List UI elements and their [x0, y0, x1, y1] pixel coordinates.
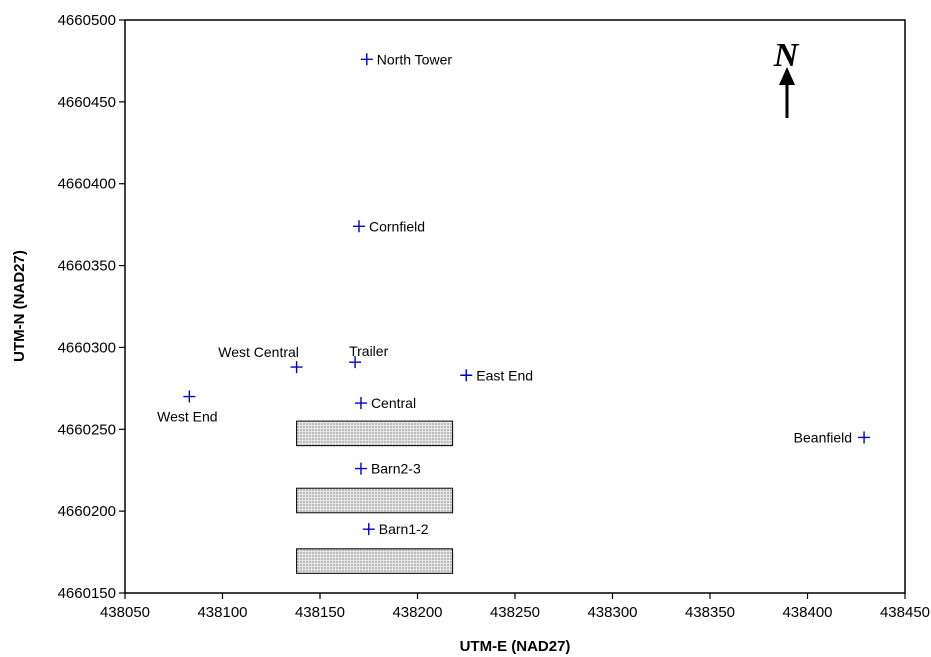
x-tick-label: 438300	[587, 604, 637, 621]
north-arrowhead-icon	[779, 67, 795, 85]
station-west-end: West End	[157, 390, 218, 425]
x-tick-label: 438050	[100, 604, 150, 621]
x-tick-label: 438400	[782, 604, 832, 621]
y-tick-label: 4660350	[58, 258, 116, 275]
x-tick-label: 438450	[880, 604, 930, 621]
x-tick-label: 438250	[490, 604, 540, 621]
plus-marker-icon	[460, 369, 473, 382]
barn-rect-2	[296, 487, 454, 514]
station-label: North Tower	[377, 51, 453, 67]
x-axis-ticks: 438050 438100 438150 438200 438250 438300 4383…	[100, 593, 930, 621]
station-north-tower: North Tower	[360, 51, 453, 67]
y-tick-label: 4660200	[58, 503, 116, 520]
x-tick-label: 438100	[197, 604, 247, 621]
plus-marker-icon	[858, 431, 871, 444]
plus-marker-icon	[183, 390, 196, 403]
station-label: Central	[371, 395, 416, 411]
barn-rect-3	[296, 548, 454, 574]
x-axis-title: UTM-E (NAD27)	[460, 638, 571, 655]
barn-buildings	[296, 420, 454, 574]
station-west-central: West Central	[218, 344, 303, 374]
station-beanfield: Beanfield	[794, 429, 871, 445]
station-label: East End	[476, 367, 533, 383]
y-tick-label: 4660500	[58, 12, 116, 29]
y-tick-label: 4660250	[58, 421, 116, 438]
barn-rect-1	[296, 420, 454, 447]
plus-marker-icon	[354, 397, 367, 410]
plus-marker-icon	[290, 361, 303, 374]
y-tick-label: 4660450	[58, 94, 116, 111]
x-tick-label: 438150	[295, 604, 345, 621]
station-label: West End	[157, 409, 217, 425]
y-tick-label: 4660400	[58, 176, 116, 193]
station-trailer: Trailer	[349, 343, 389, 369]
y-tick-label: 4660150	[58, 585, 116, 602]
station-barn1-2: Barn1-2	[362, 521, 429, 537]
plus-marker-icon	[360, 53, 373, 66]
plus-marker-icon	[362, 523, 375, 536]
station-label: Barn1-2	[379, 521, 429, 537]
north-arrow: N	[773, 37, 800, 118]
station-label: Barn2-3	[371, 461, 421, 477]
plus-marker-icon	[354, 462, 367, 475]
x-tick-label: 438200	[392, 604, 442, 621]
plus-marker-icon	[349, 356, 362, 369]
station-label: Cornfield	[369, 218, 425, 234]
station-barn2-3: Barn2-3	[354, 461, 421, 477]
north-letter: N	[773, 37, 800, 74]
station-label: Trailer	[349, 343, 388, 359]
station-label: West Central	[218, 344, 299, 360]
y-tick-label: 4660300	[58, 339, 116, 356]
station-east-end: East End	[460, 367, 533, 383]
x-tick-label: 438350	[685, 604, 735, 621]
y-axis-ticks: 4660150 4660200 4660250 4660300 4660350 46604…	[58, 12, 125, 602]
plus-marker-icon	[353, 220, 365, 233]
station-cornfield: Cornfield	[353, 218, 425, 234]
station-label: Beanfield	[794, 429, 852, 445]
station-central: Central	[354, 395, 416, 411]
y-axis-title: UTM-N (NAD27)	[11, 250, 28, 362]
station-points: North Tower Cornfield West Central Trailer E…	[157, 51, 871, 537]
